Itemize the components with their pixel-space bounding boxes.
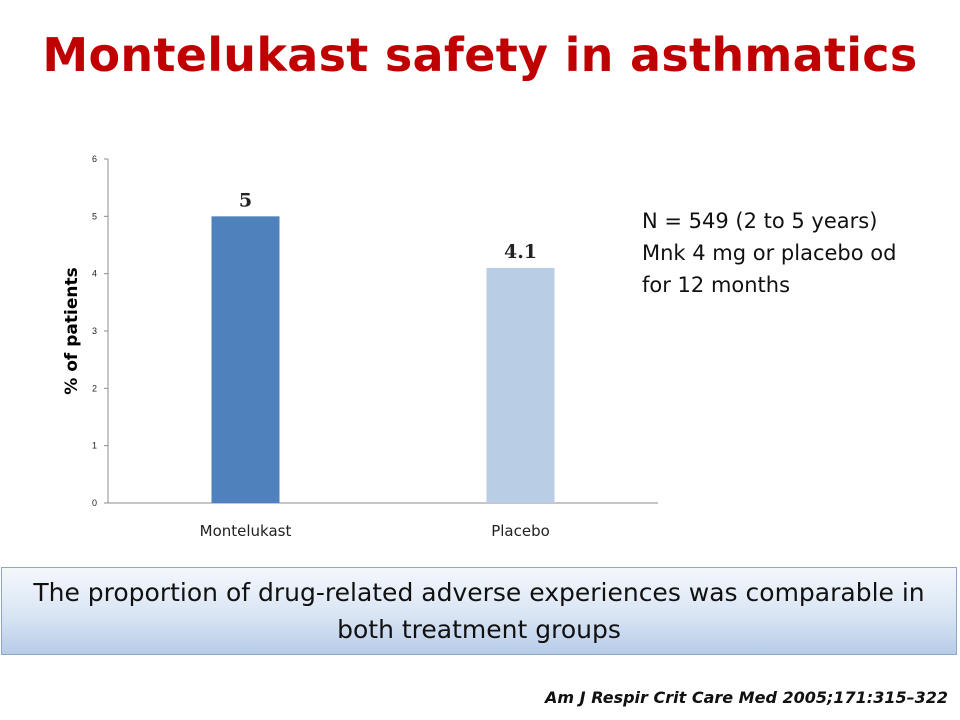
y-tick-label: 2 <box>92 383 97 393</box>
conclusion-text: The proportion of drug-related adverse e… <box>33 578 925 644</box>
study-note-line-2: Mnk 4 mg or placebo od <box>642 241 897 265</box>
bar <box>486 267 555 503</box>
study-note-line-1: N = 549 (2 to 5 years) <box>642 209 878 233</box>
y-tick-label: 6 <box>92 154 97 164</box>
y-tick-label: 4 <box>92 269 97 279</box>
y-tick-label: 0 <box>92 498 97 508</box>
bar-chart: 0 1 2 3 4 5 6 5 Montelukast 4.1 Placebo % of patien… <box>62 154 658 540</box>
y-tick-label: 1 <box>92 441 97 451</box>
y-tick-label: 3 <box>92 326 97 336</box>
study-note-line-3: for 12 months <box>642 273 791 297</box>
y-axis-title: % of patients <box>62 267 82 394</box>
x-tick-label: Montelukast <box>200 522 292 540</box>
bar <box>211 216 280 504</box>
x-tick-label: Placebo <box>491 522 550 540</box>
slide-title: Montelukast safety in asthmatics <box>42 28 918 82</box>
conclusion-box: The proportion of drug-related adverse e… <box>1 567 957 655</box>
study-note: N = 549 (2 to 5 years) Mnk 4 mg or place… <box>642 205 942 301</box>
y-tick-label: 5 <box>92 211 97 221</box>
citation: Am J Respir Crit Care Med 2005;171:315–3… <box>545 688 948 707</box>
data-label: 4.1 <box>504 241 537 263</box>
data-label: 5 <box>239 189 252 211</box>
